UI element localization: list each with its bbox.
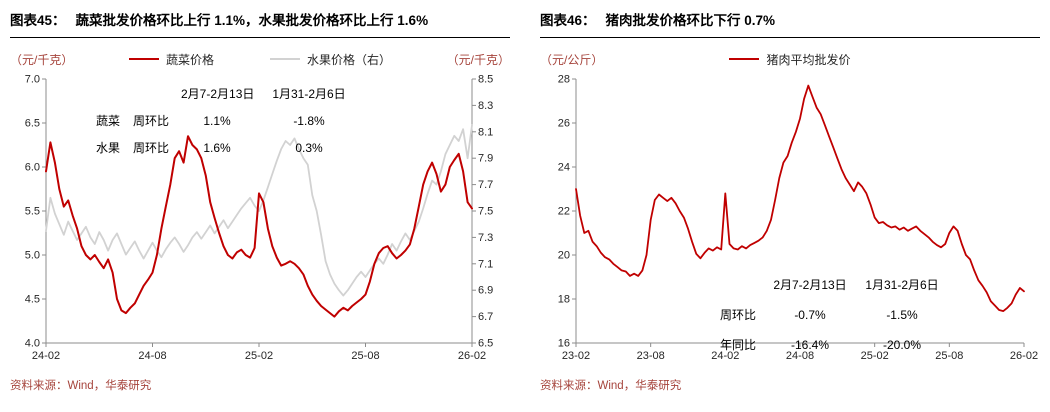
figure-45-legend: 蔬菜价格 水果价格（右） [128, 51, 391, 68]
legend-item-pork: 猪肉平均批发价 [729, 51, 851, 68]
svg-text:24-08: 24-08 [138, 350, 166, 362]
svg-text:6.9: 6.9 [478, 285, 493, 297]
annotation-value: -0.7% [794, 308, 826, 323]
figure-45-source: 资料来源：Wind，华泰研究 [10, 377, 510, 393]
annotation-value: -1.5% [886, 308, 918, 323]
figure-46-panel: 图表46： 猪肉批发价格环比下行 0.7% （元/公斤） 猪肉平均批发价 16 18… [540, 8, 1040, 393]
svg-text:8.5: 8.5 [478, 74, 493, 86]
vegetable-line-swatch-icon [128, 57, 159, 61]
figure-46-title: 图表46： 猪肉批发价格环比下行 0.7% [540, 8, 1040, 39]
svg-text:7.7: 7.7 [478, 179, 493, 191]
vegetable-fruit-price-line-chart: 4.0 4.5 5.0 5.5 6.0 6.5 7.0 6.5 6.7 6.9 7.1 7.3 7.5 7… [25, 74, 494, 363]
annotation-row-name: 水果 [96, 141, 121, 156]
svg-text:7.3: 7.3 [478, 232, 493, 244]
source-text: 资料来源：Wind，华泰研究 [10, 380, 152, 393]
svg-text:6.5: 6.5 [25, 118, 40, 130]
svg-text:4.0: 4.0 [25, 338, 40, 350]
figure-46-source: 资料来源：Wind，华泰研究 [540, 377, 1040, 393]
svg-text:5.5: 5.5 [25, 206, 40, 218]
annotation-header-week1: 2月7-2月13日 [181, 87, 255, 102]
svg-text:8.1: 8.1 [478, 127, 493, 139]
svg-text:18: 18 [558, 294, 570, 306]
svg-text:8.3: 8.3 [478, 100, 493, 112]
figure-46-legend: 猪肉平均批发价 [729, 51, 851, 68]
svg-text:6.7: 6.7 [478, 311, 493, 323]
pork-line-swatch-icon [729, 57, 760, 61]
figure-45-title: 图表45： 蔬菜批发价格环比上行 1.1%，水果批发价格环比上行 1.6% [10, 8, 510, 39]
annotation-value: -20.0% [882, 338, 922, 353]
research-report-charts: 图表45： 蔬菜批发价格环比上行 1.1%，水果批发价格环比上行 1.6% （元/… [10, 8, 1040, 393]
svg-text:25-08: 25-08 [935, 350, 963, 362]
svg-text:28: 28 [558, 74, 570, 86]
annotation-value: -1.8% [293, 114, 325, 129]
svg-text:24-08: 24-08 [786, 350, 814, 362]
annotation-value: 0.3% [295, 141, 323, 156]
svg-text:24-02: 24-02 [711, 350, 739, 362]
svg-text:26-02: 26-02 [458, 350, 486, 362]
svg-text:25-02: 25-02 [861, 350, 889, 362]
legend-item-fruit: 水果价格（右） [270, 51, 391, 68]
svg-text:25-08: 25-08 [351, 350, 379, 362]
svg-text:23-02: 23-02 [562, 350, 590, 362]
annotation-value: 1.6% [203, 141, 231, 156]
figure-46-legend-row: （元/公斤） 猪肉平均批发价 [540, 47, 1040, 71]
right-axis-unit-label: （元/千克） [446, 52, 510, 67]
legend-label-vegetable: 蔬菜价格 [165, 52, 214, 67]
annotation-value: 1.1% [203, 114, 231, 129]
figure-46-annotation: 2月7-2月13日 1月31-2月6日 周环比 -0.7% -1.5% 年同比 … [720, 270, 950, 360]
svg-text:6.5: 6.5 [478, 338, 493, 350]
pork-axis-unit-label: （元/公斤） [540, 52, 604, 67]
figure-46-number: 图表46： [540, 13, 596, 28]
annotation-row-name: 蔬菜 [96, 114, 121, 129]
legend-label-pork: 猪肉平均批发价 [766, 52, 851, 67]
annotation-value: -16.4% [790, 338, 830, 353]
annotation-header-week2: 1月31-2月6日 [272, 87, 346, 102]
figure-45-heading: 蔬菜批发价格环比上行 1.1%，水果批发价格环比上行 1.6% [75, 13, 429, 28]
svg-text:6.0: 6.0 [25, 162, 40, 174]
svg-text:25-02: 25-02 [245, 350, 273, 362]
svg-text:16: 16 [558, 338, 570, 350]
left-axis-unit-label: （元/千克） [10, 52, 74, 67]
figure-45-panel: 图表45： 蔬菜批发价格环比上行 1.1%，水果批发价格环比上行 1.6% （元/… [10, 8, 510, 393]
fruit-line-swatch-icon [270, 57, 300, 61]
svg-text:5.0: 5.0 [25, 250, 40, 262]
legend-item-vegetable: 蔬菜价格 [128, 51, 214, 68]
annotation-row-metric: 周环比 [133, 141, 170, 156]
annotation-row-metric: 周环比 [133, 114, 170, 129]
svg-text:20: 20 [558, 250, 570, 262]
svg-text:22: 22 [558, 206, 570, 218]
svg-text:7.9: 7.9 [478, 153, 493, 165]
svg-text:4.5: 4.5 [25, 294, 40, 306]
annotation-header-week2: 1月31-2月6日 [865, 278, 939, 293]
figure-46-heading: 猪肉批发价格环比下行 0.7% [605, 13, 776, 28]
source-text: 资料来源：Wind，华泰研究 [540, 380, 682, 393]
svg-text:24: 24 [558, 162, 570, 174]
annotation-row-metric: 周环比 [720, 308, 757, 323]
svg-text:24-02: 24-02 [32, 350, 60, 362]
svg-text:26: 26 [558, 118, 570, 130]
figure-45-number: 图表45： [10, 13, 66, 28]
figure-46-chart-area: 16 18 20 22 24 26 28 23-02 23-08 24-02 24-08 25-02 2… [540, 73, 1040, 365]
annotation-row-metric: 年同比 [720, 338, 757, 353]
figure-45-annotation: 2月7-2月13日 1月31-2月6日 蔬菜 周环比 1.1% -1.8% 水果… [96, 81, 365, 162]
svg-text:26-02: 26-02 [1010, 350, 1038, 362]
figure-45-legend-row: （元/千克） 蔬菜价格 水果价格（右） （元/千克） [10, 47, 510, 71]
svg-text:7.0: 7.0 [25, 74, 40, 86]
svg-text:23-08: 23-08 [637, 350, 665, 362]
annotation-header-week1: 2月7-2月13日 [773, 278, 847, 293]
svg-text:7.1: 7.1 [478, 259, 493, 271]
legend-label-fruit: 水果价格（右） [307, 52, 392, 67]
figure-45-chart-area: 4.0 4.5 5.0 5.5 6.0 6.5 7.0 6.5 6.7 6.9 7.1 7.3 7.5 7… [10, 73, 510, 365]
svg-text:7.5: 7.5 [478, 206, 493, 218]
